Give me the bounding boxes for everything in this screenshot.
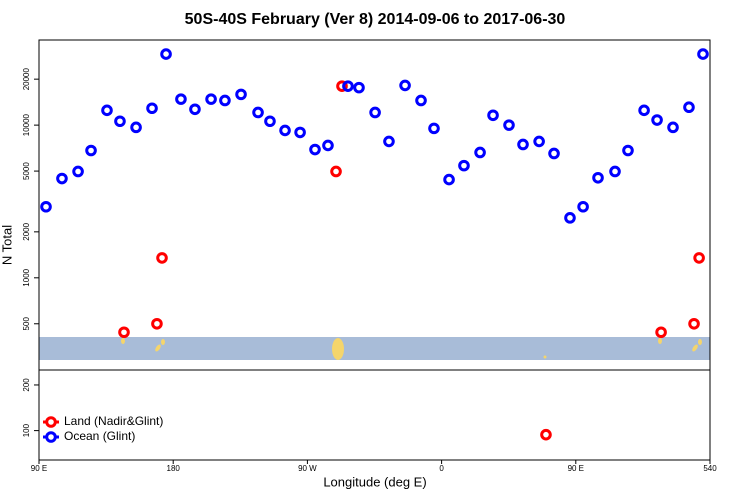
point <box>399 79 411 92</box>
legend-marker <box>45 416 57 428</box>
point <box>342 80 354 92</box>
point <box>533 135 545 148</box>
chart-title: 50S-40S February (Ver 8) 2014-09-06 to 2… <box>185 11 566 28</box>
point <box>322 139 334 152</box>
point <box>638 104 650 117</box>
point <box>622 144 634 157</box>
point <box>667 121 679 134</box>
x-tick-label: 90 W <box>298 464 317 473</box>
point <box>353 81 365 94</box>
y-tick-label: 200 <box>22 378 31 392</box>
point <box>651 114 663 126</box>
point <box>540 428 552 441</box>
x-axis-title: Longitude (deg E) <box>323 474 426 489</box>
point <box>564 212 576 224</box>
point <box>101 104 113 117</box>
point <box>309 143 321 156</box>
legend-label: Ocean (Glint) <box>64 429 135 443</box>
point <box>130 121 142 134</box>
point <box>683 101 695 114</box>
y-axis-title: N Total <box>0 225 14 265</box>
point <box>474 146 486 159</box>
x-tick-label: 90 E <box>568 464 584 473</box>
map-band <box>39 337 710 360</box>
point <box>428 122 440 135</box>
point <box>264 115 276 128</box>
point <box>56 172 68 185</box>
point <box>383 135 395 148</box>
x-tick-label: 180 <box>167 464 181 473</box>
point <box>146 102 158 115</box>
point <box>252 106 264 119</box>
point <box>235 88 247 101</box>
x-tick-label: 0 <box>439 464 444 473</box>
point <box>609 165 621 178</box>
point <box>415 94 427 107</box>
point <box>189 103 201 116</box>
point <box>336 80 348 92</box>
point <box>369 106 381 119</box>
point <box>487 109 499 122</box>
point <box>160 48 172 60</box>
point <box>279 124 291 137</box>
point <box>118 326 130 339</box>
point <box>72 165 84 178</box>
point <box>40 200 52 213</box>
point <box>114 115 126 128</box>
point <box>503 119 515 131</box>
x-tick-label: 540 <box>703 464 717 473</box>
point <box>655 326 667 339</box>
point <box>592 171 604 184</box>
point <box>156 252 168 264</box>
point <box>175 93 187 105</box>
y-tick-label: 1000 <box>22 268 31 286</box>
land-shapes <box>121 338 702 360</box>
point <box>330 165 342 178</box>
y-tick-label: 5000 <box>22 162 31 180</box>
point <box>688 317 700 330</box>
point <box>693 252 705 264</box>
x-tick-label: 90 E <box>31 464 47 473</box>
point <box>458 159 470 172</box>
y-tick-label: 2000 <box>22 222 31 240</box>
point <box>151 317 163 330</box>
y-tick-label: 500 <box>22 317 31 331</box>
legend-label: Land (Nadir&Glint) <box>64 414 163 428</box>
y-tick-label: 20000 <box>22 67 31 90</box>
point <box>548 147 560 160</box>
point <box>205 93 217 105</box>
point <box>517 138 529 151</box>
legend-marker <box>45 431 57 443</box>
map-strip <box>39 337 710 360</box>
point <box>697 48 709 60</box>
point <box>577 200 589 213</box>
point <box>443 173 455 186</box>
y-tick-label: 100 <box>22 423 31 437</box>
point <box>219 94 231 107</box>
point <box>85 144 97 157</box>
plot-frame <box>38 39 711 461</box>
point <box>294 126 306 139</box>
y-tick-label: 10000 <box>22 113 31 136</box>
